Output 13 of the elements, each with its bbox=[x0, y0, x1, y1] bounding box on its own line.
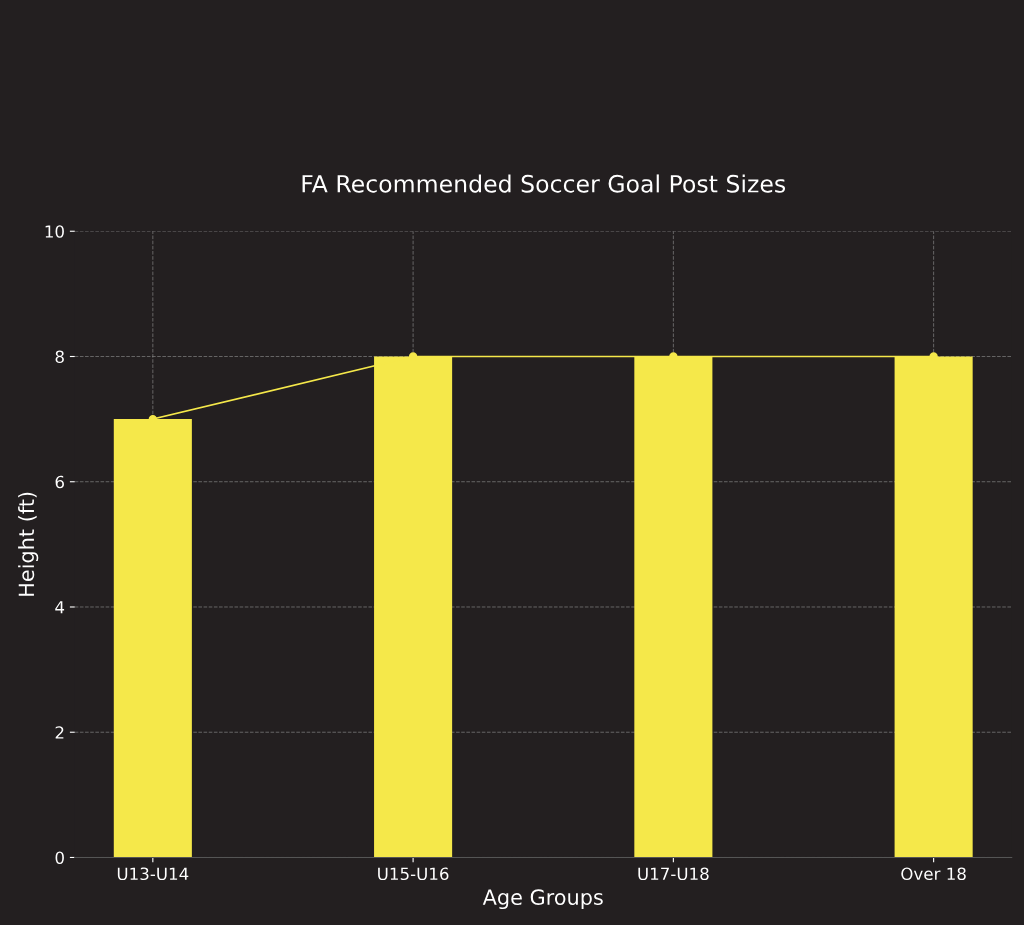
y-tick-label: 10 bbox=[45, 225, 64, 238]
x-tick-label: U17-U18 bbox=[638, 867, 709, 881]
x-tick-label: Over 18 bbox=[901, 867, 966, 881]
y-tick-label: 4 bbox=[55, 601, 65, 614]
x-axis-title: Age Groups bbox=[482, 889, 603, 910]
y-tick-label: 2 bbox=[55, 726, 64, 739]
y-tick-label: 8 bbox=[55, 350, 64, 364]
y-axis-title: Height (ft) bbox=[18, 492, 39, 596]
x-tick-label: U13-U14 bbox=[117, 867, 189, 881]
x-tick-label: U15-U16 bbox=[378, 867, 449, 881]
y-tick-label: 6 bbox=[55, 475, 64, 489]
chart-title: FA Recommended Soccer Goal Post Sizes bbox=[302, 174, 786, 193]
y-tick-label: 0 bbox=[55, 851, 64, 865]
